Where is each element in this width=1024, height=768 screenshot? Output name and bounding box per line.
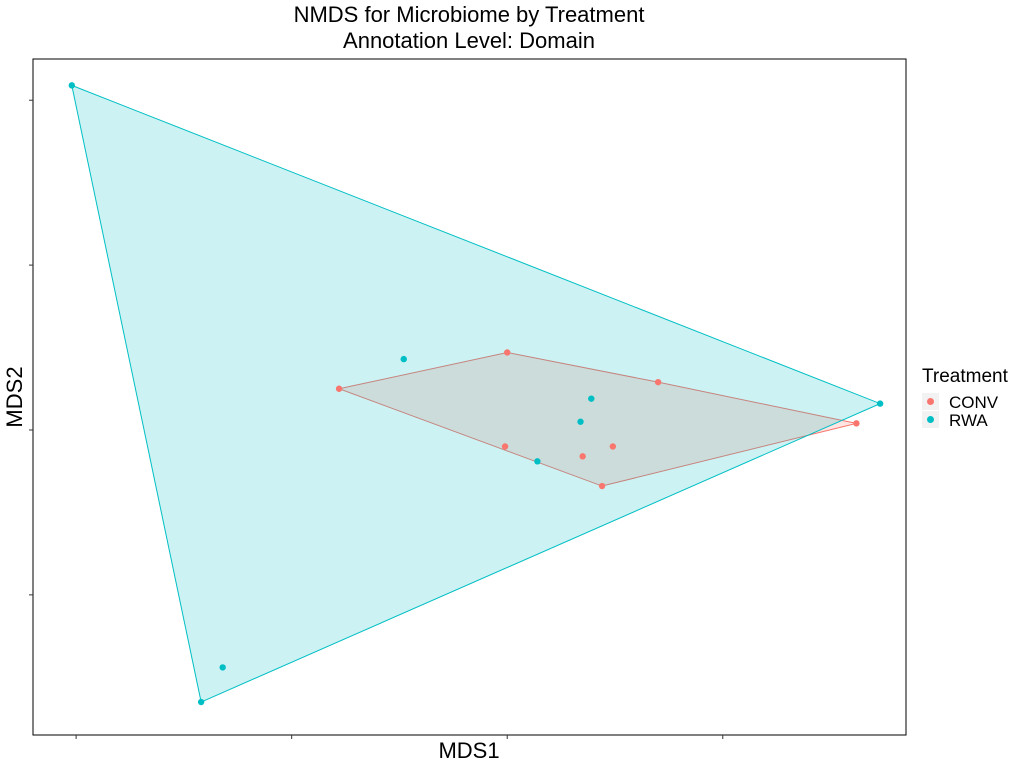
point-rwa-2 — [876, 400, 884, 407]
point-rwa-6 — [588, 395, 595, 402]
x-axis-label: MDS1 — [438, 738, 499, 763]
chart-title-line-2: Annotation Level: Domain — [343, 28, 595, 53]
axis-ticks — [29, 99, 724, 739]
point-rwa-5 — [400, 355, 407, 363]
point-conv-4 — [853, 420, 860, 427]
hull-layer — [71, 84, 882, 703]
point-conv-1 — [335, 385, 343, 392]
legend-label-rwa: RWA — [949, 411, 988, 430]
point-rwa-7 — [577, 418, 584, 425]
point-rwa-1 — [68, 82, 76, 89]
legend-label-conv: CONV — [949, 393, 999, 412]
point-rwa-3 — [197, 698, 205, 706]
hull-conv — [337, 351, 857, 487]
point-conv-7 — [579, 453, 586, 460]
point-conv-6 — [501, 443, 509, 450]
point-conv-3 — [654, 378, 662, 386]
point-rwa-4 — [219, 664, 226, 671]
point-conv-8 — [609, 443, 617, 450]
point-conv-2 — [504, 349, 511, 356]
point-conv-5 — [598, 482, 606, 490]
plot-panel-border — [32, 58, 907, 736]
points-layer — [68, 82, 884, 706]
legend-title: Treatment — [922, 366, 1009, 387]
legend-key-conv — [927, 398, 934, 405]
y-axis-label: MDS2 — [2, 366, 27, 427]
chart-title-line-1: NMDS for Microbiome by Treatment — [294, 2, 645, 27]
hull-rwa — [71, 84, 882, 703]
legend: Treatment CONV RWA — [922, 366, 1009, 430]
point-rwa-8 — [534, 458, 541, 465]
legend-key-rwa — [927, 416, 934, 423]
